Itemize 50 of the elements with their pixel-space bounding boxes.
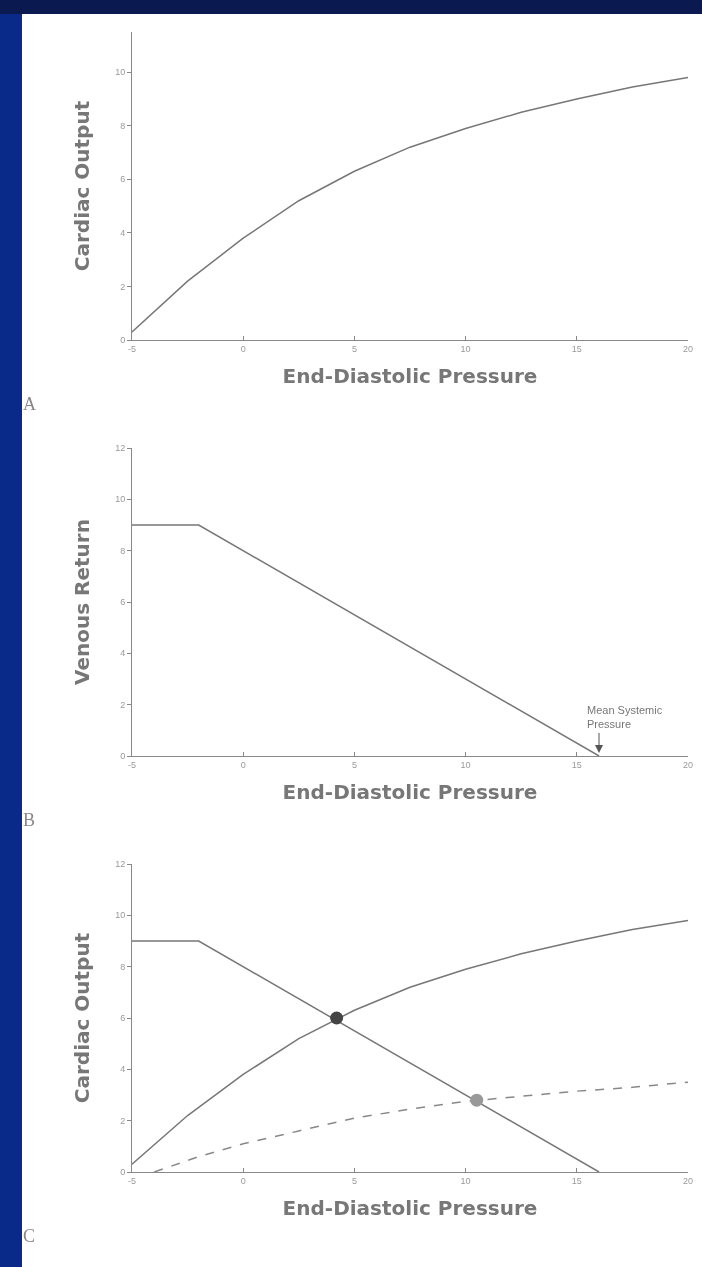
line-series	[132, 919, 688, 1166]
y-tick-label: 6	[120, 174, 126, 185]
y-axis-title: Venous Return	[69, 519, 94, 685]
x-tick-label: 5	[351, 1175, 357, 1186]
y-tick-label: 4	[120, 228, 126, 239]
y-axis-title: Cardiac Output	[69, 100, 94, 272]
y-tick-label: 0	[120, 1167, 126, 1178]
y-tick-label: 6	[120, 1013, 126, 1024]
y-tick-label: 8	[120, 961, 126, 972]
y-tick-label: 8	[120, 120, 126, 131]
x-axis-title: End-Diastolic Pressure	[282, 364, 538, 389]
y-tick-label: 6	[120, 597, 126, 608]
x-tick-label: 20	[682, 759, 694, 770]
x-tick-label: 5	[351, 343, 357, 354]
x-tick-label: 15	[571, 1175, 582, 1186]
y-tick-label: 8	[120, 545, 126, 556]
x-tick-label: 20	[682, 1175, 694, 1186]
x-tick-label: 15	[571, 343, 582, 354]
x-tick-label: 0	[240, 343, 246, 354]
y-tick-label: 4	[120, 1064, 126, 1075]
x-tick-label: -5	[127, 1175, 137, 1186]
annotation: Mean Systemic Pressure	[587, 704, 663, 731]
y-tick-label: 10	[115, 910, 126, 921]
y-tick-label: 2	[120, 281, 126, 292]
line-series	[132, 76, 688, 333]
x-tick-label: 5	[351, 759, 357, 770]
y-tick-label: 10	[115, 67, 126, 78]
x-tick-label: 20	[682, 343, 694, 354]
x-tick-label: 15	[571, 759, 582, 770]
y-tick-label: 0	[120, 335, 126, 346]
text: A	[23, 394, 36, 414]
y-axis-title: Cardiac Output	[69, 932, 94, 1104]
x-tick-label: 0	[240, 1175, 246, 1186]
y-tick-label: 0	[120, 751, 126, 762]
x-tick-label: 10	[460, 759, 471, 770]
x-axis-title: End-Diastolic Pressure	[282, 780, 538, 805]
y-tick-label: 2	[120, 699, 126, 710]
x-tick-label: -5	[127, 343, 137, 354]
x-tick-label: -5	[127, 759, 137, 770]
y-tick-label: 2	[120, 1115, 126, 1126]
x-tick-label: 10	[460, 343, 471, 354]
x-tick-label: 10	[460, 1175, 471, 1186]
text: B	[23, 810, 36, 830]
y-tick-label: 10	[115, 494, 126, 505]
x-tick-label: 0	[240, 759, 246, 770]
x-axis-title: End-Diastolic Pressure	[282, 1196, 538, 1221]
y-tick-label: 4	[120, 648, 126, 659]
y-tick-label: 12	[115, 859, 126, 870]
y-tick-label: 12	[115, 443, 126, 454]
text: C	[23, 1226, 36, 1246]
